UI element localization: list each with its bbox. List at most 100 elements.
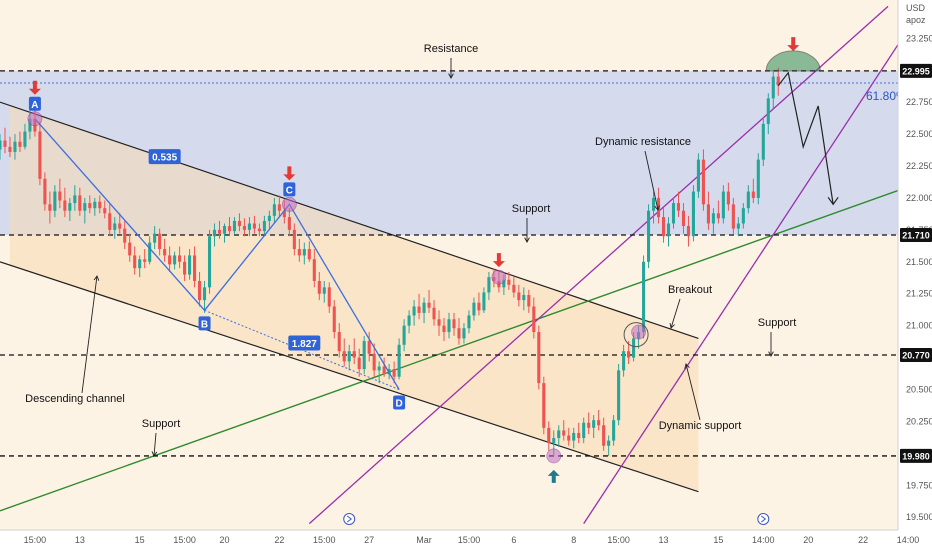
y-tick-label: 21.000 xyxy=(906,321,932,331)
candle-body xyxy=(467,315,471,329)
x-tick-label: 15:00 xyxy=(24,535,47,545)
candle-body xyxy=(721,191,725,219)
candle-body xyxy=(118,223,122,229)
red-down-arrow xyxy=(492,253,505,268)
candle-body xyxy=(447,319,451,333)
level-price-badge xyxy=(900,63,932,78)
ratio-box xyxy=(288,335,321,351)
candle-body xyxy=(392,369,396,377)
candle-body xyxy=(153,233,157,243)
candle-body xyxy=(123,228,127,243)
pattern-point-b xyxy=(198,316,211,331)
candle-body xyxy=(527,295,531,307)
double-top-dome xyxy=(765,50,821,72)
annotation-label: Breakout xyxy=(668,284,712,296)
event-icon-glyph xyxy=(346,515,353,523)
candle-body xyxy=(292,229,296,250)
candle-body xyxy=(352,351,356,358)
candle-body xyxy=(163,249,167,256)
projected-arrow-head xyxy=(827,196,839,206)
candle-body xyxy=(457,328,461,339)
candle-body xyxy=(567,435,571,441)
candle-body xyxy=(676,203,681,211)
candle-body xyxy=(148,242,152,262)
annotation-arrow xyxy=(644,150,659,211)
candle-body xyxy=(427,302,431,308)
candle-body xyxy=(217,229,222,234)
candle-body xyxy=(38,131,42,179)
annotation-arrow-head xyxy=(524,237,530,243)
candle-body xyxy=(552,438,556,444)
candle-body xyxy=(607,440,611,446)
candle-body xyxy=(377,366,381,371)
candle-body xyxy=(462,328,466,339)
candle-body xyxy=(756,159,760,198)
x-tick-label: 15:00 xyxy=(458,535,481,545)
pattern-point-a xyxy=(28,96,41,111)
candle-body xyxy=(307,249,311,260)
candle-body xyxy=(642,261,646,333)
annotation-arrow-head xyxy=(151,451,158,457)
candle-body xyxy=(342,351,346,362)
candle-body xyxy=(542,383,546,428)
candle-body xyxy=(472,302,476,316)
candle-body xyxy=(222,226,227,234)
x-tick-label: 27 xyxy=(364,535,374,545)
x-tick-label: 22 xyxy=(858,535,868,545)
annotation-label: Support xyxy=(512,203,551,215)
candle-body xyxy=(28,118,32,132)
candle-body xyxy=(168,255,172,265)
level-price-badge xyxy=(900,448,932,463)
candle-body xyxy=(512,284,516,293)
candle-body xyxy=(282,210,286,218)
x-tick-label: 14:00 xyxy=(752,535,775,545)
candle-body xyxy=(562,430,566,436)
candle-body xyxy=(347,351,351,362)
candle-body xyxy=(661,217,666,237)
candle-body xyxy=(736,223,740,229)
level-price-label: 22.995 xyxy=(902,66,930,76)
candle-body xyxy=(397,344,401,377)
x-tick-label: 13 xyxy=(659,535,669,545)
candle-body xyxy=(432,307,436,320)
candle-body xyxy=(771,76,775,99)
candle-body xyxy=(696,159,700,192)
level-price-label: 21.710 xyxy=(902,230,930,240)
candle-body xyxy=(257,228,261,232)
touch-marker xyxy=(281,196,297,212)
touch-marker xyxy=(491,269,507,285)
candle-body xyxy=(367,340,371,354)
pattern-point-label: A xyxy=(31,100,38,111)
x-tick-label: 14:00 xyxy=(897,535,920,545)
candle-body xyxy=(198,280,202,301)
candle-body xyxy=(517,292,521,301)
x-tick-label: 20 xyxy=(219,535,229,545)
candle-body xyxy=(252,223,256,229)
candle-body xyxy=(13,141,17,152)
candle-body xyxy=(138,259,142,269)
candle-body xyxy=(681,210,686,227)
candle-body xyxy=(691,191,696,237)
candle-body xyxy=(502,279,506,288)
channel-fill xyxy=(9,105,699,492)
candle-body xyxy=(726,191,730,205)
candle-body xyxy=(337,332,341,352)
annotation-label: Support xyxy=(142,418,181,430)
candle-body xyxy=(532,306,536,333)
candle-body xyxy=(751,191,755,198)
candle-body xyxy=(622,351,626,371)
annotation-arrow xyxy=(685,363,701,421)
candle-body xyxy=(592,420,596,428)
candle-body xyxy=(3,140,7,147)
candle-body xyxy=(766,98,770,124)
candle-body xyxy=(58,191,62,201)
candle-body xyxy=(362,340,366,370)
rising-channel-upper xyxy=(308,5,889,525)
candle-body xyxy=(422,302,426,313)
level-price-badge xyxy=(900,348,932,363)
candle-body xyxy=(267,215,271,221)
x-tick-label: 15 xyxy=(713,535,723,545)
candle-body xyxy=(53,191,57,211)
x-tick-label: 22 xyxy=(274,535,284,545)
